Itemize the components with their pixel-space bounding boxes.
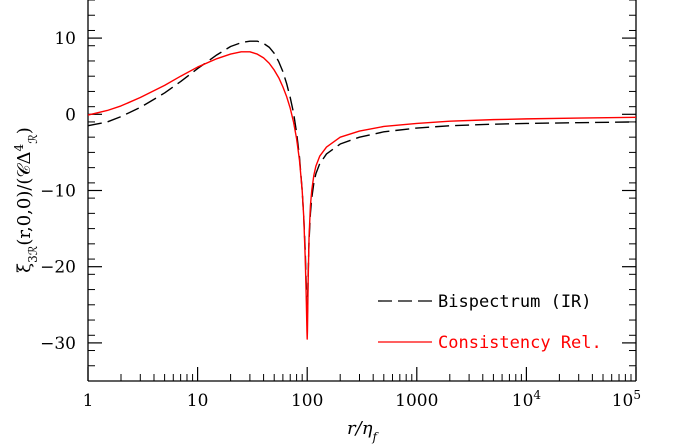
major-ticks	[87, 37, 637, 381]
plot-frame-group	[87, 0, 637, 382]
x-tick-label: 105	[612, 388, 641, 411]
series-line-1	[87, 51, 637, 340]
y-axis-label: ξ3ℛ(r,0,0)/(𝒞Δ4ℛ)	[12, 127, 40, 273]
legend-label-bispectrum: Bispectrum (IR)	[438, 292, 592, 312]
series-group	[87, 40, 637, 340]
minor-ticks	[88, 0, 636, 382]
y-tick-label: 10	[54, 29, 76, 49]
y-tick-label: −30	[40, 334, 76, 354]
x-tick-label: 1	[83, 391, 94, 411]
x-axis-label: r/ηf	[347, 418, 379, 444]
x-tick-label: 100	[291, 391, 323, 411]
legend-label-consistency: Consistency Rel.	[438, 333, 602, 353]
x-tick-label: 1000	[395, 391, 438, 411]
y-tick-label: −20	[40, 258, 76, 278]
series-line-0	[87, 40, 637, 317]
y-tick-label: −10	[40, 182, 76, 202]
x-tick-label: 10	[187, 391, 209, 411]
x-tick-label: 104	[512, 388, 542, 411]
legend: Bispectrum (IR) Consistency Rel.	[378, 292, 602, 353]
y-tick-label: 0	[65, 105, 76, 125]
